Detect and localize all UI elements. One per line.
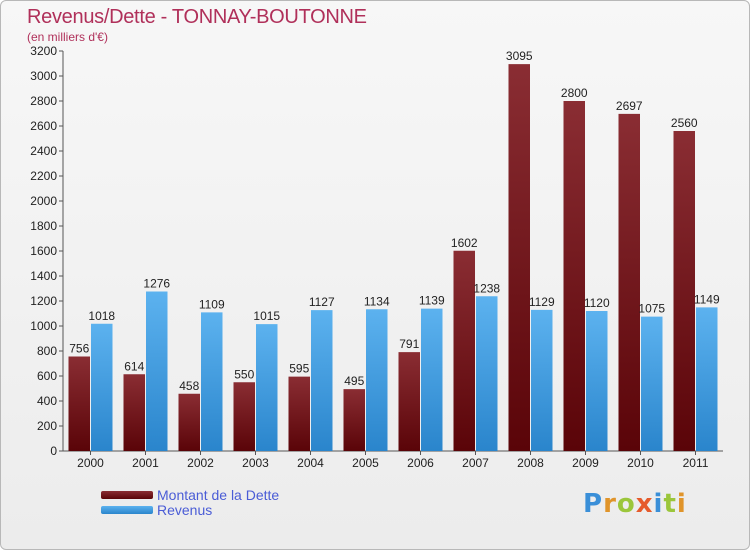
data-label-dette: 756: [69, 342, 89, 356]
y-tick-label: 800: [37, 344, 57, 358]
bar-revenus: [531, 309, 553, 451]
data-label-revenus: 1127: [309, 295, 335, 309]
chart-subtitle: (en milliers d'€): [27, 30, 108, 44]
data-label-revenus: 1134: [364, 294, 390, 308]
data-label-revenus: 1018: [88, 309, 115, 323]
data-label-revenus: 1075: [638, 302, 665, 316]
x-tick-label: 2005: [352, 456, 379, 470]
bar-dette: [453, 250, 475, 451]
data-label-dette: 791: [399, 337, 419, 351]
x-tick-label: 2010: [627, 456, 654, 470]
data-label-dette: 595: [289, 362, 309, 376]
bar-dette: [563, 101, 585, 451]
legend-label-dette: Montant de la Dette: [157, 487, 280, 503]
bar-revenus: [641, 316, 663, 451]
y-tick-label: 2800: [30, 94, 57, 108]
bar-dette: [178, 393, 200, 451]
x-tick-label: 2000: [77, 456, 104, 470]
bar-revenus: [696, 307, 718, 451]
bar-revenus: [311, 310, 333, 451]
y-tick-label: 1000: [30, 319, 57, 333]
bar-revenus: [201, 312, 223, 451]
proxiti-logo: Proxiti: [583, 489, 687, 519]
x-tick-label: 2006: [407, 456, 434, 470]
data-label-dette: 1602: [451, 236, 478, 250]
data-label-revenus: 1109: [199, 297, 225, 311]
bar-revenus: [91, 323, 113, 451]
bar-dette: [233, 382, 255, 451]
y-tick-label: 1800: [30, 219, 57, 233]
y-tick-label: 400: [37, 394, 57, 408]
y-tick-label: 0: [50, 444, 57, 458]
y-tick-label: 2200: [30, 169, 57, 183]
data-label-dette: 458: [179, 379, 199, 393]
data-label-dette: 614: [124, 359, 144, 373]
data-label-revenus: 1015: [253, 309, 280, 323]
y-tick-label: 1400: [30, 269, 57, 283]
bars: [68, 64, 718, 451]
legend-swatch-dette: [101, 491, 153, 499]
data-label-revenus: 1238: [473, 281, 500, 295]
data-label-dette: 3095: [506, 49, 533, 63]
logo-letter: i: [653, 489, 664, 519]
data-label-dette: 550: [234, 367, 254, 381]
y-tick-label: 3000: [30, 69, 57, 83]
logo-letter: o: [616, 489, 636, 519]
logo-letter: P: [583, 489, 604, 519]
data-label-revenus: 1139: [419, 294, 445, 308]
axes: 0 200 400 600 800 1000 1200 1400 1600 1800 2000 220…: [30, 44, 723, 470]
legend-item-dette: Montant de la Dette: [101, 487, 280, 503]
legend-label-revenus: Revenus: [157, 502, 213, 518]
bar-dette: [508, 64, 530, 451]
data-label-revenus: 1129: [529, 295, 555, 309]
bar-revenus: [146, 291, 168, 451]
y-tick-label: 2600: [30, 119, 57, 133]
y-tick-label: 3200: [30, 44, 57, 58]
bar-dette: [673, 131, 695, 451]
bar-dette: [618, 113, 640, 451]
x-tick-label: 2011: [683, 456, 709, 470]
legend-item-revenus: Revenus: [101, 502, 213, 518]
bar-revenus: [476, 296, 498, 451]
y-tick-label: 2000: [30, 194, 57, 208]
x-tick-label: 2008: [517, 456, 544, 470]
data-label-revenus: 1149: [694, 292, 720, 306]
x-tick-label: 2007: [462, 456, 489, 470]
y-tick-label: 2400: [30, 144, 57, 158]
bar-revenus: [366, 309, 388, 451]
data-label-revenus: 1276: [143, 277, 170, 291]
x-tick-label: 2009: [572, 456, 599, 470]
y-tick-label: 200: [37, 419, 57, 433]
logo-letter: t: [663, 489, 677, 519]
data-label-dette: 2560: [671, 116, 698, 130]
data-label-revenus: 1120: [584, 296, 610, 310]
y-tick-label: 600: [37, 369, 57, 383]
bar-revenus: [256, 324, 278, 451]
bar-dette: [68, 356, 90, 451]
bar-dette: [123, 374, 145, 451]
chart-title: Revenus/Dette - TONNAY-BOUTONNE: [27, 6, 367, 28]
x-tick-label: 2001: [132, 456, 159, 470]
bar-revenus: [421, 308, 443, 451]
logo-letter: x: [635, 489, 654, 519]
x-tick-label: 2002: [187, 456, 214, 470]
bar-dette: [343, 389, 365, 451]
y-tick-label: 1600: [30, 244, 57, 258]
x-tick-label: 2003: [242, 456, 269, 470]
legend-swatch-revenus: [101, 506, 153, 514]
data-label-dette: 2800: [561, 86, 588, 100]
data-label-dette: 2697: [616, 99, 643, 113]
logo-letter: r: [603, 489, 617, 519]
bar-dette: [398, 352, 420, 451]
x-tick-label: 2004: [297, 456, 324, 470]
bar-revenus: [586, 311, 608, 451]
logo-letter: i: [676, 489, 687, 519]
y-tick-label: 1200: [30, 294, 57, 308]
bar-dette: [288, 376, 310, 451]
data-labels: 756 1018 614 1276 458 1109 550 1015 595 1127 495 11…: [69, 49, 720, 393]
data-label-dette: 495: [344, 374, 364, 388]
